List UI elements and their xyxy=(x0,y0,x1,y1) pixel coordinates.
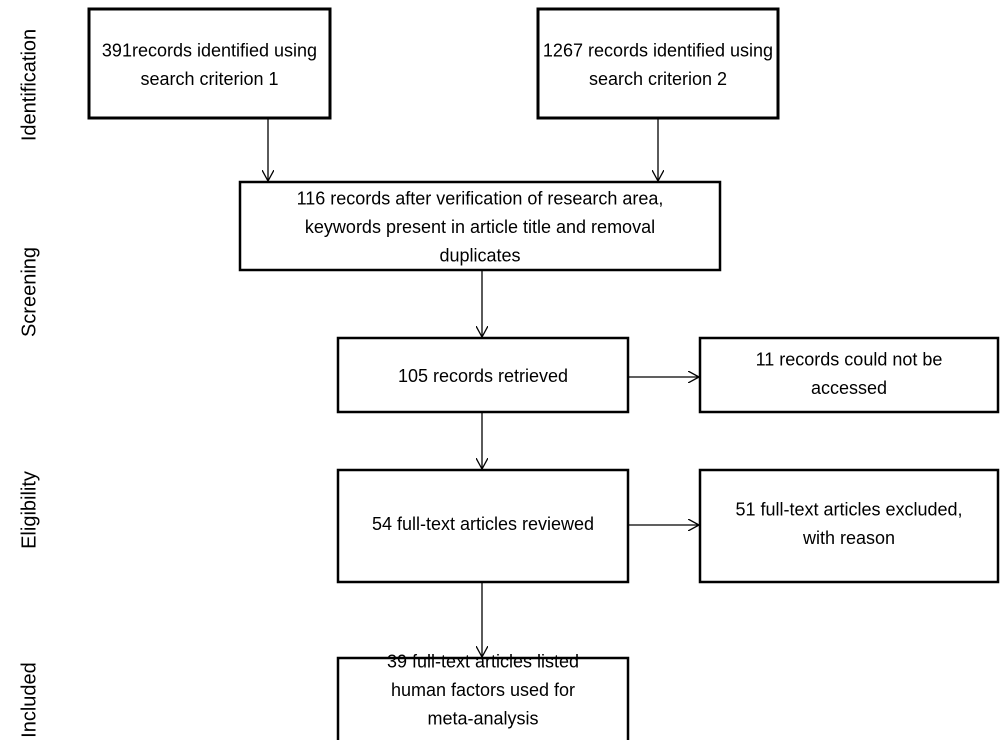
node: 51 full-text articles excluded, with reas… xyxy=(698,468,1000,584)
stage-label: Eligibility xyxy=(18,471,40,549)
node-text: search criterion 2 xyxy=(589,69,727,89)
node-text: human factors used for xyxy=(391,680,575,700)
node-box xyxy=(238,180,722,272)
node: 54 full-text articles reviewed xyxy=(336,468,630,584)
node-text: duplicates xyxy=(439,245,520,265)
node: 391records identified using search criter… xyxy=(87,7,332,120)
node-box xyxy=(698,336,1000,414)
node: 11 records could not be accessed xyxy=(698,336,1000,414)
node-text: 54 full-text articles reviewed xyxy=(372,514,594,534)
node-text: 391records identified using xyxy=(102,41,317,61)
node: 105 records retrieved xyxy=(336,336,630,414)
node-box xyxy=(336,468,630,584)
node-box xyxy=(536,7,780,120)
stage-label: Screening xyxy=(18,247,40,337)
node-box xyxy=(336,656,630,740)
node: 39 full-text articles listed human factor… xyxy=(336,651,630,740)
node-text: 11 records could not be xyxy=(756,350,943,370)
node-text: 1267 records identified using xyxy=(543,41,773,61)
node-text: with reason xyxy=(802,528,895,548)
node-text: 116 records after verification of resear… xyxy=(297,188,664,208)
node: 116 records after verification of resear… xyxy=(238,180,722,272)
node-text: 39 full-text articles listed xyxy=(387,651,579,671)
node-text: accessed xyxy=(811,378,887,398)
stage-label: Included xyxy=(18,662,40,738)
node-text: keywords present in article title and re… xyxy=(305,217,655,237)
node-box xyxy=(87,7,332,120)
node: 1267 records identified using search crit… xyxy=(536,7,780,120)
node-box xyxy=(698,468,1000,584)
node-box xyxy=(336,336,630,414)
node-text: meta-analysis xyxy=(427,708,538,728)
node-text: search criterion 1 xyxy=(140,69,278,89)
node-text: 51 full-text articles excluded, xyxy=(735,500,962,520)
arrows xyxy=(268,118,699,657)
stage-label: Identification xyxy=(18,29,40,141)
node-text: 105 records retrieved xyxy=(398,366,568,386)
